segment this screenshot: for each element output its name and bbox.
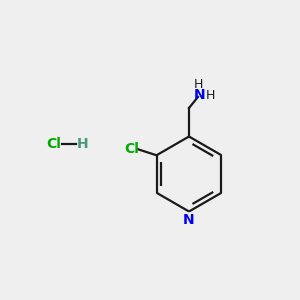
Text: N: N — [183, 214, 195, 227]
Text: H: H — [77, 137, 88, 151]
Text: N: N — [194, 88, 205, 101]
Text: H: H — [206, 88, 216, 102]
Text: Cl: Cl — [124, 142, 139, 156]
Text: Cl: Cl — [46, 137, 62, 151]
Text: H: H — [193, 78, 203, 92]
